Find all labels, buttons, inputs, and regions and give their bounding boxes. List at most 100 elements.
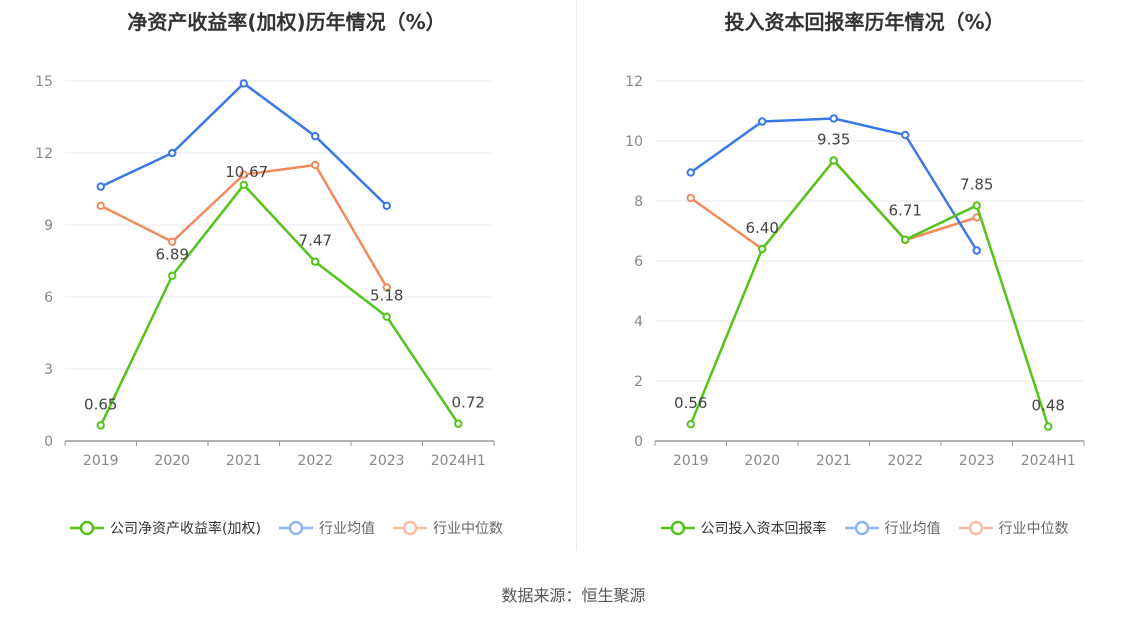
roic-chart-legend: 公司投入资本回报率 行业均值 行业中位数 — [578, 518, 1147, 538]
data-point — [972, 201, 981, 210]
data-label: 6.71 — [889, 202, 922, 220]
y-tick-label: 10 — [625, 134, 643, 150]
data-label: 7.47 — [299, 232, 332, 250]
legend-label: 行业均值 — [884, 521, 941, 537]
legend-item[interactable]: 行业均值 — [278, 518, 375, 538]
data-label: 6.89 — [156, 246, 189, 264]
x-tick-label: 2019 — [673, 453, 709, 469]
legend-swatch — [660, 520, 695, 536]
roe-chart-legend: 公司净资产收益率(加权) 行业均值 行业中位数 — [0, 518, 573, 538]
series-line — [99, 183, 460, 426]
legend-swatch-marker — [288, 520, 304, 536]
data-point — [168, 271, 177, 280]
series-line — [689, 159, 1050, 427]
data-label: 0.72 — [452, 394, 485, 412]
series-line — [690, 159, 978, 251]
legend-swatch — [278, 520, 313, 536]
x-tick-label: 2024H1 — [1021, 453, 1076, 469]
legend-swatch-marker — [670, 520, 685, 536]
data-point — [1044, 422, 1053, 431]
data-point — [168, 237, 177, 247]
legend-item[interactable]: 行业中位数 — [958, 518, 1069, 538]
data-label: 6.40 — [746, 219, 779, 237]
legend-swatch — [958, 520, 993, 536]
data-label: 0.48 — [1032, 397, 1065, 415]
data-point — [96, 201, 105, 211]
data-point — [758, 244, 767, 254]
data-point — [96, 182, 105, 191]
x-tick-label: 2022 — [297, 453, 333, 469]
legend-item[interactable]: 公司投入资本回报率 — [660, 518, 827, 538]
legend-swatch-marker — [79, 520, 95, 536]
data-point — [829, 114, 838, 123]
legend-label: 行业中位数 — [998, 521, 1069, 537]
data-point — [758, 117, 767, 126]
data-point — [686, 420, 695, 429]
data-label: 10.67 — [225, 163, 268, 181]
data-label: 0.56 — [674, 394, 707, 412]
y-tick-label: 3 — [44, 362, 53, 378]
x-tick-label: 2022 — [887, 453, 923, 469]
data-point — [96, 421, 105, 430]
y-tick-label: 4 — [634, 314, 643, 330]
data-point — [382, 201, 391, 211]
data-label: 9.35 — [817, 131, 850, 149]
data-point — [239, 79, 248, 88]
y-tick-label: 2 — [634, 374, 643, 390]
x-tick-label: 2023 — [369, 453, 405, 469]
data-point — [239, 170, 248, 179]
roic-chart-panel: 投入资本回报率历年情况（%） 0 2 4 6 8 10 12 2019 2020 2021 2022… — [578, 0, 1147, 560]
data-label: 0.65 — [84, 395, 117, 413]
x-tick-label: 2020 — [154, 453, 190, 469]
data-point — [382, 283, 391, 292]
legend-label: 行业均值 — [318, 521, 375, 537]
x-tick-label: 2020 — [744, 453, 780, 469]
data-point — [382, 312, 391, 321]
y-tick-label: 0 — [634, 434, 643, 450]
x-tick-label: 2024H1 — [431, 453, 486, 469]
legend-swatch — [844, 520, 879, 536]
roic-chart-svg: 0 2 4 6 8 10 12 2019 2020 2021 2022 2023 2024H1 0.56 6… — [625, 74, 1085, 469]
x-tick-label: 2019 — [83, 453, 119, 469]
legend-swatch — [392, 520, 427, 536]
y-tick-label: 6 — [634, 254, 643, 270]
x-tick-label: 2023 — [959, 453, 995, 469]
y-tick-label: 12 — [625, 74, 643, 90]
chart-title: 净资产收益率(加权)历年情况（%） — [127, 10, 446, 34]
data-point — [311, 160, 320, 170]
legend-item[interactable]: 行业均值 — [844, 518, 941, 538]
legend-swatch — [70, 520, 105, 536]
data-point — [311, 257, 320, 266]
data-point — [901, 130, 910, 140]
y-tick-label: 15 — [35, 74, 53, 90]
data-point — [901, 235, 910, 244]
data-point — [829, 156, 838, 165]
roe-chart-svg: 0 3 6 9 12 15 2019 2020 2021 2022 2023 2024H1 0.65 6.… — [35, 74, 495, 469]
legend-swatch-marker — [854, 520, 869, 536]
x-tick-label: 2021 — [816, 453, 852, 469]
data-point — [311, 132, 320, 141]
legend-swatch-marker — [968, 520, 983, 536]
y-tick-label: 6 — [44, 290, 53, 306]
roe-chart-panel: 净资产收益率(加权)历年情况（%） 0 3 6 9 12 15 2019 2020 2021 20… — [0, 0, 573, 560]
legend-label: 公司投入资本回报率 — [700, 521, 827, 537]
data-point — [168, 148, 177, 158]
legend-label: 行业中位数 — [432, 521, 503, 537]
legend-item[interactable]: 行业中位数 — [392, 518, 503, 538]
legend-label: 公司净资产收益率(加权) — [110, 521, 261, 537]
y-tick-label: 0 — [44, 434, 53, 450]
legend-item[interactable]: 公司净资产收益率(加权) — [70, 518, 261, 538]
y-tick-label: 12 — [35, 146, 53, 162]
chart-title: 投入资本回报率历年情况（%） — [724, 10, 1005, 34]
panel-divider — [576, 0, 577, 550]
data-label: 5.18 — [370, 287, 403, 305]
y-tick-label: 9 — [44, 218, 53, 234]
legend-swatch-marker — [402, 520, 418, 536]
data-point — [239, 180, 248, 190]
y-tick-label: 8 — [634, 194, 643, 210]
data-point — [686, 168, 695, 177]
data-point — [686, 193, 695, 203]
x-tick-label: 2021 — [226, 453, 262, 469]
data-point — [454, 419, 463, 428]
data-source-note: 数据来源：恒生聚源 — [501, 586, 646, 605]
